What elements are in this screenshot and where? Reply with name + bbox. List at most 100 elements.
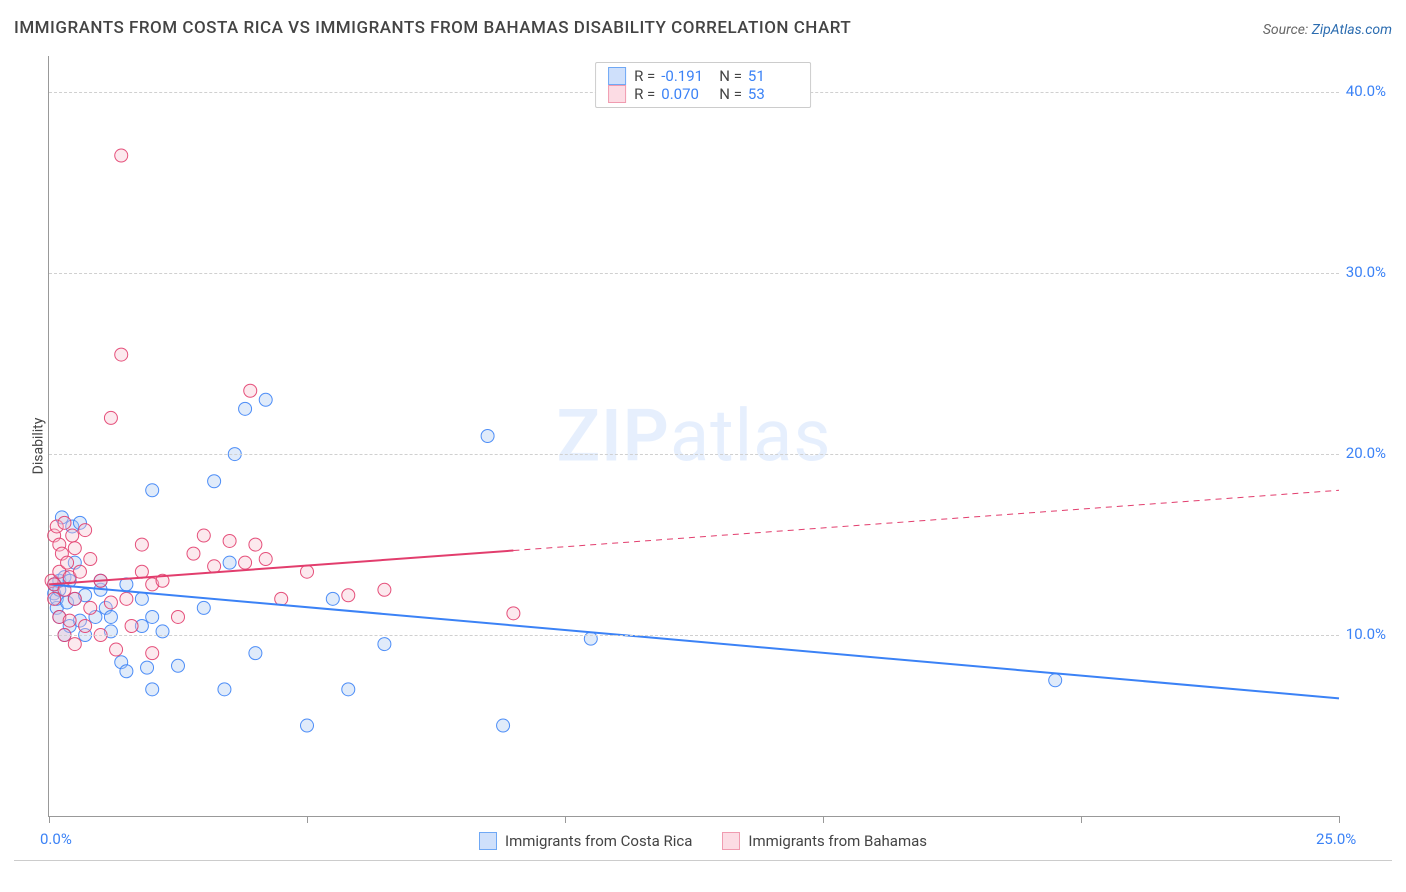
- scatter-point-bahamas: [125, 620, 138, 633]
- x-tick-label: 0.0%: [40, 830, 72, 848]
- regression-line-costa_rica: [49, 584, 1339, 698]
- x-tick: [1081, 816, 1082, 823]
- scatter-point-bahamas: [79, 524, 92, 537]
- r-value-bahamas: 0.070: [661, 85, 711, 103]
- scatter-point-bahamas: [378, 583, 391, 596]
- n-label: N =: [719, 67, 742, 85]
- scatter-point-costa_rica: [223, 556, 236, 569]
- source-prefix: Source:: [1263, 22, 1312, 38]
- scatter-point-bahamas: [172, 610, 185, 623]
- legend-item-bahamas: Immigrants from Bahamas: [722, 832, 927, 850]
- legend-item-costa-rica: Immigrants from Costa Rica: [479, 832, 692, 850]
- scatter-point-bahamas: [68, 542, 81, 555]
- n-value-costa-rica: 51: [748, 67, 798, 85]
- swatch-costa-rica: [608, 67, 626, 85]
- scatter-point-costa_rica: [1049, 674, 1062, 687]
- scatter-point-bahamas: [135, 538, 148, 551]
- scatter-point-bahamas: [275, 592, 288, 605]
- swatch-bahamas: [722, 832, 740, 850]
- scatter-point-bahamas: [73, 565, 86, 578]
- scatter-point-costa_rica: [259, 393, 272, 406]
- scatter-point-costa_rica: [301, 719, 314, 732]
- scatter-point-costa_rica: [104, 610, 117, 623]
- source-attribution: Source: ZipAtlas.com: [1263, 22, 1392, 38]
- scatter-point-bahamas: [66, 529, 79, 542]
- scatter-point-bahamas: [259, 553, 272, 566]
- scatter-point-bahamas: [61, 556, 74, 569]
- scatter-point-bahamas: [115, 149, 128, 162]
- n-value-bahamas: 53: [748, 85, 798, 103]
- scatter-point-costa_rica: [378, 638, 391, 651]
- chart-svg: [49, 56, 1339, 816]
- x-tick: [49, 816, 50, 823]
- gridline: [49, 635, 1339, 636]
- scatter-point-costa_rica: [218, 683, 231, 696]
- y-tick-label: 40.0%: [1346, 82, 1386, 100]
- scatter-point-bahamas: [223, 534, 236, 547]
- gridline: [49, 454, 1339, 455]
- x-tick-label: 25.0%: [1316, 830, 1356, 848]
- scatter-point-costa_rica: [342, 683, 355, 696]
- scatter-point-costa_rica: [197, 601, 210, 614]
- scatter-point-bahamas: [507, 607, 520, 620]
- scatter-point-bahamas: [110, 643, 123, 656]
- legend-label-costa-rica: Immigrants from Costa Rica: [505, 832, 692, 850]
- r-value-costa-rica: -0.191: [661, 67, 711, 85]
- regression-line-bahamas: [49, 551, 513, 585]
- scatter-point-costa_rica: [120, 665, 133, 678]
- scatter-point-costa_rica: [146, 610, 159, 623]
- scatter-point-bahamas: [79, 620, 92, 633]
- scatter-point-bahamas: [197, 529, 210, 542]
- scatter-point-bahamas: [249, 538, 262, 551]
- series-legend: Immigrants from Costa Rica Immigrants fr…: [0, 832, 1406, 850]
- gridline: [49, 273, 1339, 274]
- scatter-point-costa_rica: [135, 592, 148, 605]
- scatter-point-costa_rica: [146, 683, 159, 696]
- scatter-point-bahamas: [187, 547, 200, 560]
- scatter-point-bahamas: [244, 384, 257, 397]
- y-tick-label: 20.0%: [1346, 444, 1386, 462]
- chart-title: IMMIGRANTS FROM COSTA RICA VS IMMIGRANTS…: [14, 18, 851, 38]
- correlation-legend: R = -0.191 N = 51 R = 0.070 N = 53: [595, 62, 811, 108]
- legend-row-bahamas: R = 0.070 N = 53: [608, 85, 798, 103]
- legend-label-bahamas: Immigrants from Bahamas: [748, 832, 927, 850]
- scatter-point-bahamas: [146, 647, 159, 660]
- scatter-point-costa_rica: [481, 430, 494, 443]
- y-tick-label: 30.0%: [1346, 263, 1386, 281]
- scatter-point-costa_rica: [249, 647, 262, 660]
- scatter-point-costa_rica: [326, 592, 339, 605]
- r-label: R =: [634, 67, 655, 85]
- scatter-point-bahamas: [120, 592, 133, 605]
- scatter-point-costa_rica: [141, 661, 154, 674]
- scatter-point-bahamas: [104, 596, 117, 609]
- scatter-point-costa_rica: [208, 475, 221, 488]
- x-tick: [823, 816, 824, 823]
- scatter-point-bahamas: [84, 553, 97, 566]
- n-label: N =: [719, 85, 742, 103]
- regression-line-dashed-bahamas: [513, 490, 1339, 550]
- scatter-point-costa_rica: [497, 719, 510, 732]
- plot-area: ZIPatlas: [48, 56, 1339, 817]
- scatter-point-bahamas: [68, 592, 81, 605]
- scatter-point-bahamas: [301, 565, 314, 578]
- swatch-bahamas: [608, 85, 626, 103]
- scatter-point-costa_rica: [146, 484, 159, 497]
- scatter-point-bahamas: [135, 565, 148, 578]
- y-tick-label: 10.0%: [1346, 625, 1386, 643]
- x-tick: [1339, 816, 1340, 823]
- scatter-point-bahamas: [104, 411, 117, 424]
- scatter-point-bahamas: [239, 556, 252, 569]
- swatch-costa-rica: [479, 832, 497, 850]
- source-link[interactable]: ZipAtlas.com: [1312, 22, 1392, 38]
- scatter-point-bahamas: [48, 592, 61, 605]
- legend-row-costa-rica: R = -0.191 N = 51: [608, 67, 798, 85]
- scatter-point-bahamas: [63, 614, 76, 627]
- r-label: R =: [634, 85, 655, 103]
- scatter-point-bahamas: [208, 560, 221, 573]
- scatter-point-bahamas: [84, 601, 97, 614]
- x-tick: [307, 816, 308, 823]
- x-tick: [565, 816, 566, 823]
- scatter-point-costa_rica: [239, 402, 252, 415]
- scatter-point-bahamas: [342, 589, 355, 602]
- scatter-point-bahamas: [115, 348, 128, 361]
